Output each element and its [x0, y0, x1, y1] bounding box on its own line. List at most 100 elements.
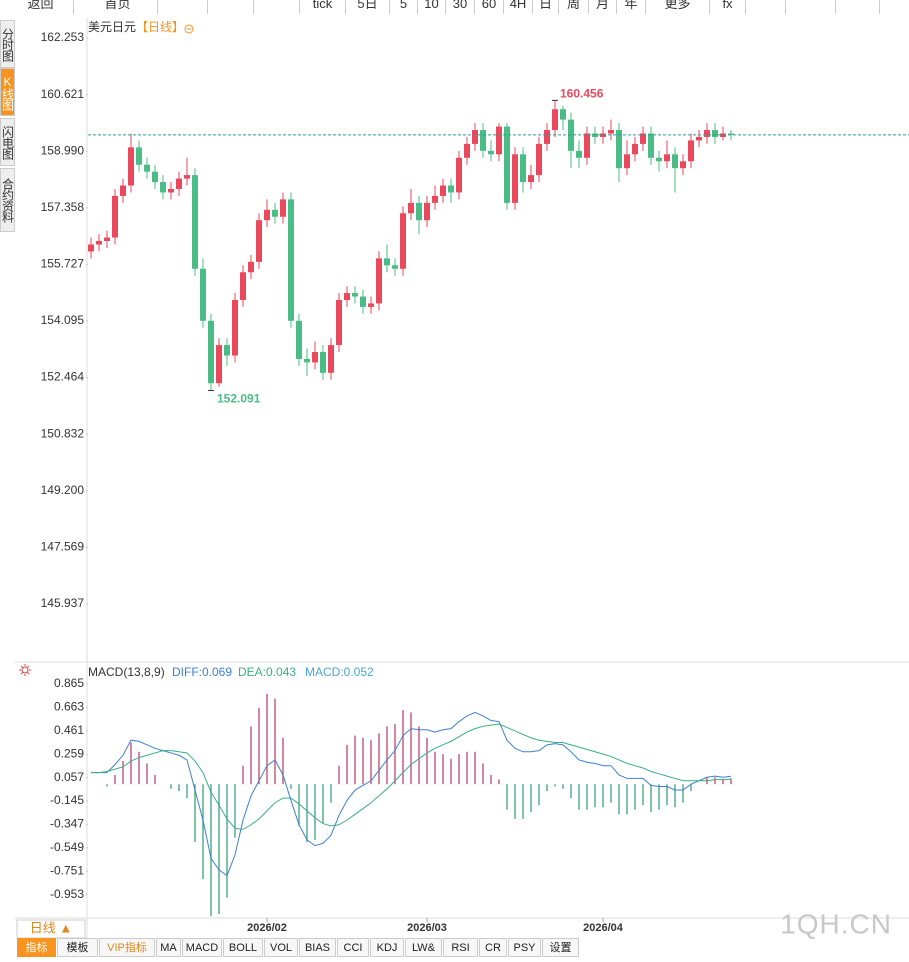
legend-entry: MACD:0.052	[305, 665, 374, 679]
candle-body	[560, 109, 566, 120]
candle-body	[608, 130, 614, 134]
candle-body	[688, 140, 694, 162]
candle-body	[512, 154, 518, 203]
indicator-tab[interactable]: 模板	[57, 938, 98, 957]
y-tick-label: -0.145	[50, 793, 84, 807]
toolbar-button[interactable]: 日	[533, 0, 559, 14]
y-tick-label: 155.727	[41, 257, 85, 271]
macd-line	[91, 723, 732, 830]
indicator-tab[interactable]: PSY	[508, 938, 541, 957]
high-annotation: 160.456	[560, 87, 604, 101]
candle-body	[144, 164, 150, 172]
y-tick-label: 0.461	[54, 723, 84, 737]
collapse-icon[interactable]	[184, 24, 194, 34]
y-tick-label: -0.347	[50, 817, 84, 831]
toolbar-button[interactable]: fx	[710, 0, 746, 14]
toolbar-button[interactable]: 60	[475, 0, 504, 14]
y-tick-label: 149.200	[41, 483, 85, 497]
toolbar-button[interactable]: 30	[446, 0, 475, 14]
y-tick-label: 152.464	[41, 370, 85, 384]
indicator-tab[interactable]: CR	[479, 938, 507, 957]
toolbar-icon-button[interactable]	[208, 0, 254, 14]
settings-icon[interactable]	[19, 664, 31, 676]
candle-body	[544, 130, 550, 144]
indicator-tab[interactable]: CCI	[337, 938, 369, 957]
toolbar-button[interactable]: 5	[390, 0, 418, 14]
indicator-tab[interactable]: RSI	[443, 938, 478, 957]
candle-body	[680, 161, 686, 169]
toolbar-button[interactable]: 更多	[646, 0, 710, 14]
indicator-tab[interactable]: VOL	[264, 938, 298, 957]
candle-body	[128, 147, 134, 186]
toolbar-button[interactable]: 返回	[8, 0, 74, 14]
candle-body	[728, 133, 734, 135]
indicator-tab[interactable]: MACD	[182, 938, 222, 957]
side-tab[interactable]: 分时图	[0, 20, 15, 68]
period-button[interactable]: 日线 ▲	[30, 920, 72, 935]
y-tick-label: 162.253	[41, 30, 85, 44]
toolbar-button[interactable]: 10	[418, 0, 446, 14]
candle-body	[504, 126, 510, 203]
toolbar-icon-button[interactable]	[836, 0, 880, 14]
toolbar-button[interactable]: 周	[559, 0, 589, 14]
indicator-tab[interactable]: 指标	[17, 938, 56, 957]
toolbar-button[interactable]: 5日	[346, 0, 390, 14]
x-tick-label: 2026/04	[583, 922, 624, 934]
candle-body	[536, 143, 542, 176]
toolbar-button[interactable]: 4H	[504, 0, 533, 14]
candle-body	[216, 345, 222, 384]
side-tab[interactable]: K线图	[0, 68, 15, 116]
y-tick-label: 0.057	[54, 770, 84, 784]
side-tab[interactable]: 合约资料	[0, 168, 15, 232]
toolbar-button[interactable]: 首页	[78, 0, 158, 14]
y-tick-label: -0.751	[50, 863, 84, 877]
toolbar-icon-button[interactable]	[786, 0, 836, 14]
candle-body	[384, 258, 390, 266]
candle-body	[280, 199, 286, 217]
indicator-tab[interactable]: VIP指标	[99, 938, 155, 957]
candle-body	[120, 185, 126, 196]
indicator-tab[interactable]: LW&	[405, 938, 442, 957]
toolbar-icon-button[interactable]	[746, 0, 786, 14]
low-annotation: 152.091	[217, 392, 261, 406]
candle-body	[456, 157, 462, 193]
toolbar-icon-button[interactable]	[254, 0, 300, 14]
candle-body	[584, 133, 590, 158]
toolbar-button[interactable]: 年	[617, 0, 646, 14]
indicator-tab[interactable]: MA	[156, 938, 181, 957]
candle-body	[288, 199, 294, 321]
period-label: 【日线】	[136, 20, 184, 34]
candle-body	[616, 130, 622, 169]
candle-body	[192, 175, 198, 269]
candle-body	[640, 133, 646, 144]
macd-line	[91, 711, 732, 877]
candle-body	[520, 154, 526, 183]
indicator-tab[interactable]: KDJ	[370, 938, 404, 957]
candle-body	[704, 130, 710, 137]
x-tick-label: 2026/03	[407, 922, 447, 934]
indicator-tab[interactable]: 设置	[542, 938, 579, 957]
indicator-tab[interactable]: BOLL	[223, 938, 263, 957]
candle-body	[240, 272, 246, 300]
toolbar-button[interactable]: tick	[300, 0, 346, 14]
candle-body	[312, 352, 318, 363]
side-tab[interactable]: 闪电图	[0, 118, 15, 166]
indicator-tab[interactable]: BIAS	[299, 938, 336, 957]
toolbar-button[interactable]: 月	[589, 0, 617, 14]
candle-body	[184, 175, 190, 179]
candle-body	[96, 241, 102, 245]
candle-body	[528, 175, 534, 183]
candle-body	[168, 188, 174, 193]
y-tick-label: 0.663	[54, 700, 84, 714]
candle-body	[88, 244, 94, 252]
toolbar-icon-button[interactable]	[158, 0, 208, 14]
candle-body	[224, 345, 230, 356]
candle-body	[352, 293, 358, 297]
candle-body	[472, 130, 478, 144]
y-tick-label: 160.621	[41, 87, 85, 101]
y-tick-label: 145.937	[41, 596, 85, 610]
candle-body	[632, 143, 638, 155]
candle-body	[320, 352, 326, 373]
